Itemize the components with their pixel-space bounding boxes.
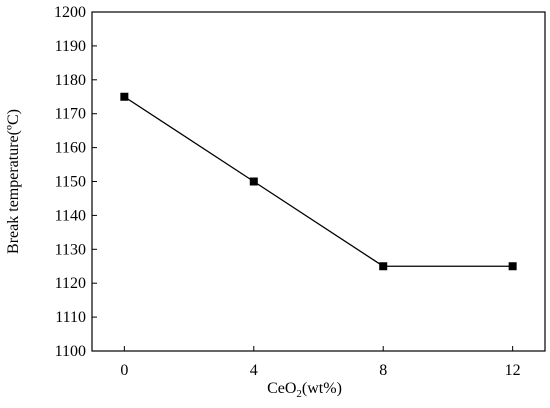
- y-tick-label: 1180: [55, 72, 86, 89]
- y-axis-title: Break temperature(ºC): [5, 109, 22, 254]
- y-tick-label: 1140: [55, 207, 86, 224]
- y-tick-label: 1170: [55, 106, 86, 123]
- x-tick-label: 8: [379, 362, 387, 379]
- y-tick-label: 1200: [54, 4, 86, 21]
- y-tick-label: 1150: [55, 174, 86, 191]
- x-axis-title: CeO2(wt%): [267, 380, 342, 400]
- y-tick-label: 1100: [55, 343, 86, 360]
- x-tick-label: 4: [250, 362, 258, 379]
- data-point: [379, 262, 388, 271]
- x-tick-label: 12: [505, 362, 521, 379]
- axis-ticks: 1100 1110 1120 1130 1140 1150 1160 1170 1180 1190…: [54, 4, 521, 379]
- y-tick-label: 1190: [55, 38, 86, 55]
- x-axis-title-main: CeO: [267, 380, 296, 397]
- series-line: [124, 96, 513, 267]
- data-point: [249, 177, 258, 186]
- data-point: [120, 92, 129, 101]
- y-tick-label: 1160: [55, 140, 86, 157]
- y-tick-label: 1120: [55, 275, 86, 292]
- x-axis-title-subscript: 2: [296, 388, 302, 400]
- data-point: [508, 262, 517, 271]
- plot-frame: [91, 11, 546, 352]
- y-tick-label: 1130: [55, 241, 86, 258]
- plot-area: [120, 92, 517, 271]
- x-axis-title-unit: (wt%): [302, 380, 342, 397]
- x-tick-label: 0: [120, 362, 128, 379]
- y-tick-label: 1110: [55, 309, 86, 326]
